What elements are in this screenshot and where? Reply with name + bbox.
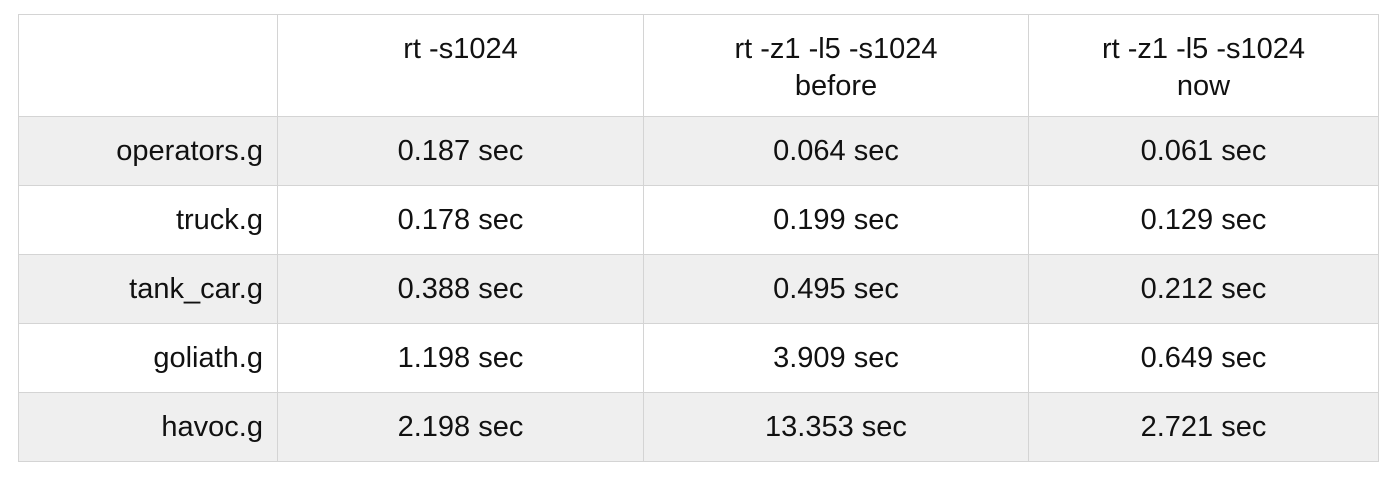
table-row: goliath.g 1.198 sec 3.909 sec 0.649 sec: [18, 323, 1379, 393]
row-label: truck.g: [18, 185, 278, 255]
header-cell-empty: [18, 14, 278, 117]
header-line: rt -z1 -l5 -s1024: [1101, 33, 1306, 65]
header-line: rt -s1024: [403, 33, 518, 65]
table-row: truck.g 0.178 sec 0.199 sec 0.129 sec: [18, 185, 1379, 255]
header-subline: before: [794, 70, 878, 102]
row-label: havoc.g: [18, 392, 278, 462]
value-cell: 0.212 sec: [1028, 254, 1379, 324]
row-label: tank_car.g: [18, 254, 278, 324]
value-cell: 0.178 sec: [277, 185, 644, 255]
benchmark-table-container: rt -s1024 rt -z1 -l5 -s1024 before rt -z…: [18, 14, 1379, 462]
value-cell: 0.495 sec: [643, 254, 1029, 324]
value-cell: 13.353 sec: [643, 392, 1029, 462]
table-body: operators.g 0.187 sec 0.064 sec 0.061 se…: [18, 116, 1379, 462]
header-cell-rt-s1024: rt -s1024: [277, 14, 644, 117]
value-cell: 0.187 sec: [277, 116, 644, 186]
row-label: operators.g: [18, 116, 278, 186]
value-cell: 1.198 sec: [277, 323, 644, 393]
row-label: goliath.g: [18, 323, 278, 393]
table-row: tank_car.g 0.388 sec 0.495 sec 0.212 sec: [18, 254, 1379, 324]
header-line: rt -z1 -l5 -s1024: [734, 33, 938, 65]
header-cell-now: rt -z1 -l5 -s1024 now: [1028, 14, 1379, 117]
value-cell: 3.909 sec: [643, 323, 1029, 393]
table-header: rt -s1024 rt -z1 -l5 -s1024 before rt -z…: [18, 14, 1379, 117]
table-row: havoc.g 2.198 sec 13.353 sec 2.721 sec: [18, 392, 1379, 462]
benchmark-table: rt -s1024 rt -z1 -l5 -s1024 before rt -z…: [18, 14, 1379, 462]
header-cell-before: rt -z1 -l5 -s1024 before: [643, 14, 1029, 117]
table-row: operators.g 0.187 sec 0.064 sec 0.061 se…: [18, 116, 1379, 186]
header-subline: now: [1176, 70, 1231, 102]
value-cell: 0.388 sec: [277, 254, 644, 324]
value-cell: 0.649 sec: [1028, 323, 1379, 393]
value-cell: 2.721 sec: [1028, 392, 1379, 462]
value-cell: 0.064 sec: [643, 116, 1029, 186]
value-cell: 0.061 sec: [1028, 116, 1379, 186]
header-row: rt -s1024 rt -z1 -l5 -s1024 before rt -z…: [18, 14, 1379, 117]
value-cell: 0.199 sec: [643, 185, 1029, 255]
value-cell: 0.129 sec: [1028, 185, 1379, 255]
value-cell: 2.198 sec: [277, 392, 644, 462]
